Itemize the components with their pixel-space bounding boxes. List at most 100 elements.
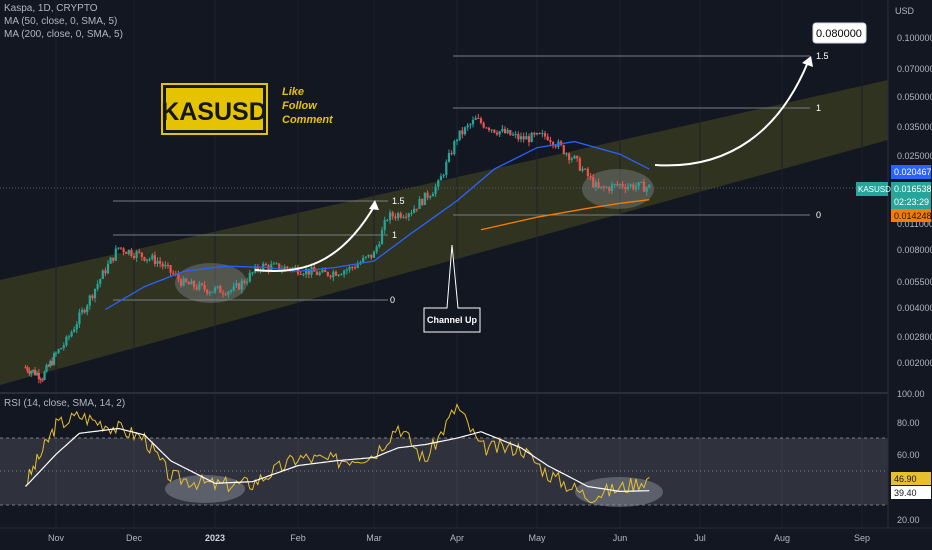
candle-body [127,249,130,254]
candle-body [455,139,459,142]
candle-body [302,274,305,276]
candle-body [54,352,58,354]
price-tick: 0.070000 [897,64,932,74]
price-axis-ticks: 0.100000 0.070000 0.050000 0.035000 0.02… [897,33,932,368]
candle-body [324,269,327,272]
candle-body [67,336,71,338]
candle-body [565,153,568,155]
candle-body [503,128,507,134]
time-axis: Nov Dec 2023 Feb Mar Apr May Jun Jul Aug… [48,533,870,543]
time-tick: Mar [366,533,382,543]
candle-body [332,271,335,278]
candle-body [605,187,608,189]
time-tick: Jul [694,533,706,543]
candle-body [445,161,448,175]
candle-body [506,130,509,134]
candle-body [156,261,159,265]
candle-body [337,274,340,276]
candle-body [386,219,389,221]
projection-arrow-right [654,61,809,167]
candle-body [145,259,149,261]
candle-body [275,263,278,265]
legend-rsi[interactable]: RSI (14, close, SMA, 14, 2) [4,398,126,409]
candle-body [637,182,640,187]
price-tick: 0.035000 [897,122,932,132]
projection-arrowhead-right [802,56,813,67]
candle-body [407,213,410,217]
candle-body [326,271,329,276]
candle-body [49,360,52,367]
candle-body [621,183,624,187]
candle-body [429,196,432,198]
candle-body [584,168,587,170]
candle-body [334,271,338,276]
price-tick: 0.050000 [897,92,932,102]
price-tick: 0.002000 [897,358,932,368]
candle-body [399,213,402,218]
price-tick: 0.002800 [897,332,932,342]
candle-body [307,268,310,275]
candle-body [546,136,549,141]
candle-body [47,365,50,367]
candle-body [235,283,238,287]
candle-body [426,192,429,198]
candle-body [586,168,589,177]
candle-body [151,255,154,259]
candle-body [589,176,592,178]
candle-body [469,124,472,126]
candle-body [353,267,357,269]
candle-body [348,267,351,270]
candle-body [511,134,515,136]
ma200-price-tag-text: 0.014248 [894,211,932,221]
candle-body [294,266,297,268]
ma200-price-tag [891,209,931,222]
fib-label: 1 [816,103,821,113]
candle-body [610,184,614,191]
candle-body [410,212,413,214]
fib-label: 1.5 [816,51,829,61]
candle-body [119,247,123,249]
candle-body [402,216,405,218]
rsi-value-tag-text: 46.90 [894,474,917,484]
candle-body [264,263,267,266]
legend-ma200[interactable]: MA (200, close, 0, SMA, 5) [4,29,123,40]
candle-body [83,309,86,313]
legend-symbol[interactable]: Kaspa, 1D, CRYPTO [4,3,98,14]
candle-body [613,184,616,186]
candle-body [372,251,376,258]
candle-body [321,269,324,273]
candle-body [39,379,42,381]
candle-body [576,155,579,159]
candle-body [519,136,523,140]
candle-body [642,181,646,192]
candle-body [367,254,370,257]
candle-body [533,132,536,135]
cta-follow: Follow [282,100,318,112]
cta-comment: Comment [282,114,334,126]
candle-body [104,270,107,274]
candle-body [413,208,416,213]
candle-body [535,132,539,135]
candle-body [143,257,146,261]
candle-body [45,365,48,372]
candle-body [80,309,84,313]
target-price-box [812,22,867,44]
candle-body [28,370,31,374]
candle-body [487,127,491,131]
candle-body [437,180,440,187]
candle-body [278,263,281,270]
candle-body [96,283,99,289]
candle-body [498,131,501,135]
candle-body [329,275,332,278]
candle-body [99,279,102,284]
legend-ma50[interactable]: MA (50, close, 0, SMA, 5) [4,16,118,27]
candle-body [88,295,91,306]
rsi-ma-line [25,427,650,493]
candle-body [73,329,76,333]
candle-body [246,281,249,283]
candle-body [543,133,547,137]
fib-label: 1.5 [392,196,405,206]
symbol-tag-text: KASUSD [858,185,891,194]
candle-body [57,349,60,353]
candle-body [439,176,443,181]
